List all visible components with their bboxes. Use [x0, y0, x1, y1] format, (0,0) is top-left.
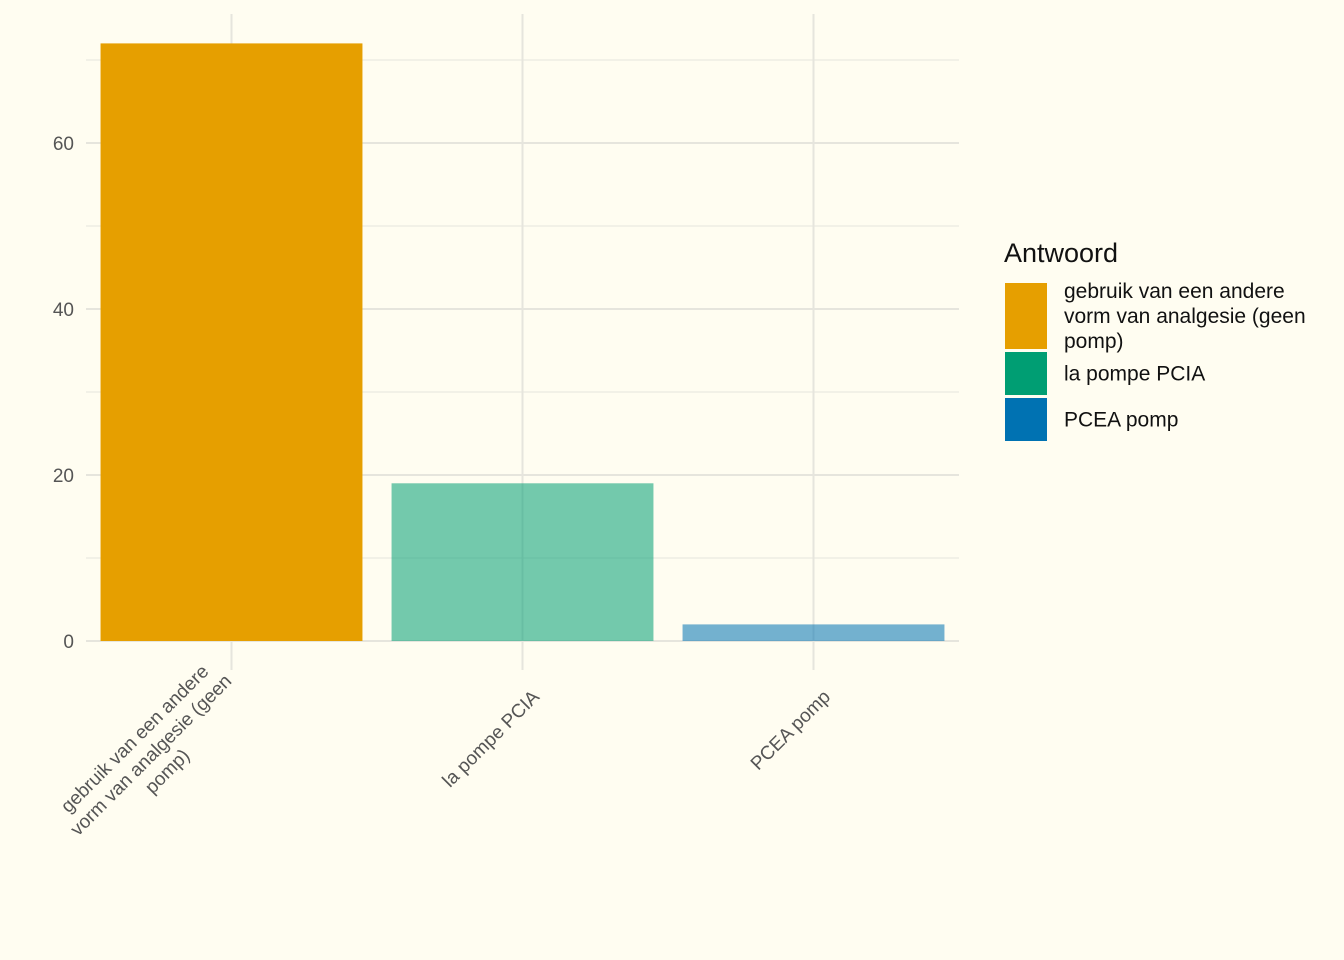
bars — [100, 43, 945, 641]
legend-label: la pompe PCIA — [1064, 363, 1205, 386]
x-tick-label: la pompe PCIA — [439, 686, 544, 791]
legend-label-line: la pompe PCIA — [1064, 363, 1205, 386]
legend-label: gebruik van een andere vorm van analgesie… — [1064, 280, 1306, 353]
legend-swatch — [1005, 398, 1047, 441]
legend-label: PCEA pomp — [1064, 409, 1178, 432]
x-tick-label: PCEA pomp — [747, 687, 835, 775]
y-tick-label: 40 — [53, 300, 74, 321]
x-axis: gebruik van een anderevorm van analgesie… — [50, 655, 835, 857]
legend-label-line: PCEA pomp — [1064, 409, 1178, 432]
x-tick-label-line: vorm van analgesie (geen — [67, 671, 236, 840]
bar — [682, 624, 945, 641]
y-tick-label: 20 — [53, 466, 74, 487]
bar — [391, 483, 654, 641]
legend: Antwoord gebruik van een andere vorm van … — [1004, 238, 1306, 441]
legend-title: Antwoord — [1004, 238, 1118, 268]
x-tick-label-line: gebruik van een andere — [57, 661, 213, 817]
x-tick-label: gebruik van een anderevorm van analgesie… — [50, 655, 252, 857]
legend-label-line: vorm van analgesie (geen — [1064, 305, 1306, 328]
legend-label-line: gebruik van een andere — [1064, 280, 1285, 303]
y-axis: 0 20 40 60 — [53, 134, 74, 653]
bar — [100, 43, 363, 641]
legend-label-line: pomp) — [1064, 330, 1124, 353]
legend-swatch — [1005, 352, 1047, 395]
x-tick-label-line: la pompe PCIA — [439, 686, 544, 791]
legend-swatch — [1005, 283, 1047, 349]
y-tick-label: 60 — [53, 134, 74, 155]
y-tick-label: 0 — [63, 632, 74, 653]
x-tick-label-line: PCEA pomp — [747, 687, 835, 775]
